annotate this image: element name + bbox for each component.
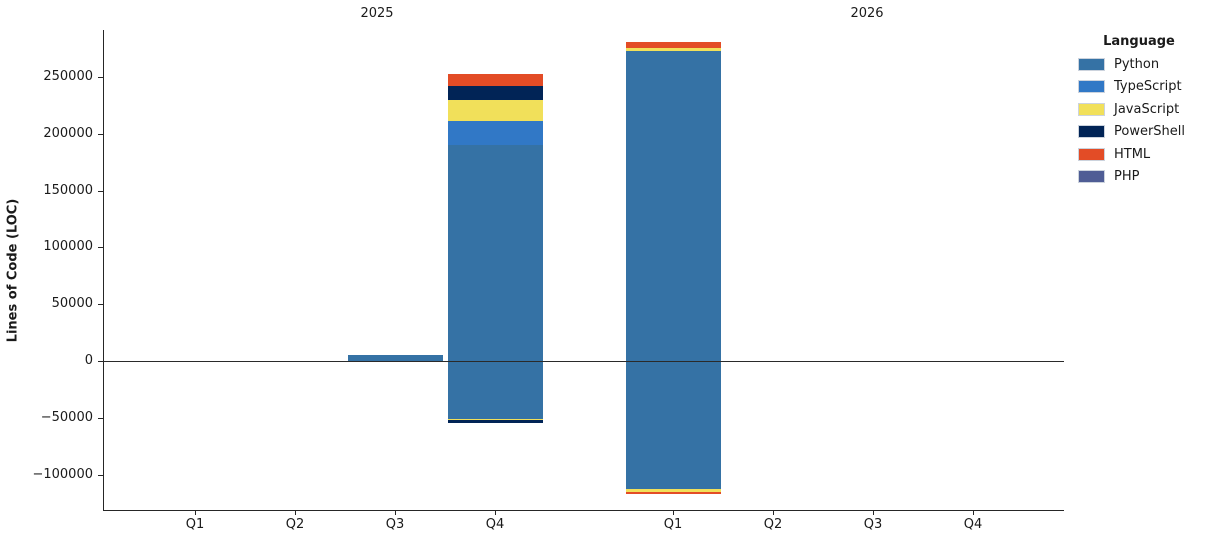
y-tick-mark bbox=[98, 190, 103, 192]
x-tick-label: Q4 bbox=[963, 517, 983, 532]
legend-label: HTML bbox=[1114, 146, 1151, 162]
y-tick-mark bbox=[98, 247, 103, 249]
x-tick-mark bbox=[873, 511, 874, 515]
y-tick-mark bbox=[98, 133, 103, 135]
legend-label: PowerShell bbox=[1114, 124, 1186, 139]
bar-segment-python bbox=[625, 50, 721, 361]
y-tick-mark bbox=[98, 361, 103, 362]
y-tick-mark bbox=[98, 474, 103, 476]
y-tick-label: 100000 bbox=[43, 239, 93, 255]
x-axis-spine bbox=[103, 510, 1064, 511]
bar-segment-html bbox=[447, 73, 543, 87]
legend-swatch-html bbox=[1078, 147, 1105, 161]
legend-entries: Python TypeScript JavaScript PowerShell HTML… bbox=[1074, 56, 1204, 185]
x-tick-label: Q2 bbox=[285, 517, 305, 532]
bar-segment-python bbox=[447, 361, 543, 419]
zero-line bbox=[103, 361, 1064, 362]
bar-segment-javascript bbox=[625, 48, 721, 51]
legend-entry-typescript: TypeScript bbox=[1074, 79, 1204, 95]
y-axis-label: Lines of Code (LOC) bbox=[5, 198, 21, 343]
bar-segment-python bbox=[447, 145, 543, 361]
y-tick-label: 200000 bbox=[43, 125, 93, 141]
bar-segment-javascript bbox=[447, 418, 543, 421]
legend-entry-php: PHP bbox=[1074, 169, 1204, 185]
x-tick-mark bbox=[773, 511, 774, 515]
legend-swatch-python bbox=[1078, 57, 1105, 71]
legend-swatch-javascript bbox=[1078, 102, 1105, 116]
bar-segment-typescript bbox=[447, 121, 543, 146]
x-tick-mark bbox=[973, 511, 974, 515]
legend: Language Python TypeScript JavaScript Power… bbox=[1074, 34, 1204, 191]
y-tick-label: −100000 bbox=[32, 466, 93, 482]
y-tick-label: 0 bbox=[84, 353, 93, 368]
y-axis-spine bbox=[103, 30, 104, 510]
x-tick-mark bbox=[495, 511, 496, 515]
bar-segment-powershell bbox=[447, 420, 543, 423]
legend-swatch-php bbox=[1078, 170, 1105, 183]
legend-label: JavaScript bbox=[1114, 101, 1180, 117]
facet-title-2026: 2026 bbox=[850, 6, 884, 21]
legend-label: Python bbox=[1114, 56, 1160, 72]
y-tick-label: 250000 bbox=[43, 69, 93, 84]
x-tick-mark bbox=[195, 511, 196, 515]
legend-swatch-typescript bbox=[1078, 80, 1105, 93]
y-tick-mark bbox=[98, 77, 103, 78]
y-tick-mark bbox=[98, 304, 103, 306]
y-tick-mark bbox=[98, 417, 103, 419]
bar-segment-html bbox=[625, 42, 721, 49]
bar-segment-powershell bbox=[447, 86, 543, 100]
legend-swatch-powershell bbox=[1078, 125, 1105, 138]
bar-segment-javascript bbox=[625, 489, 721, 492]
bar-segment-javascript bbox=[447, 99, 543, 122]
x-tick-label: Q3 bbox=[863, 517, 883, 532]
x-tick-label: Q1 bbox=[185, 517, 205, 532]
y-tick-label: 50000 bbox=[51, 296, 93, 312]
x-tick-mark bbox=[295, 511, 296, 515]
legend-entry-html: HTML bbox=[1074, 146, 1204, 162]
x-tick-label: Q3 bbox=[385, 517, 405, 532]
legend-entry-javascript: JavaScript bbox=[1074, 101, 1204, 117]
y-tick-label: −50000 bbox=[40, 409, 93, 425]
legend-title: Language bbox=[1103, 34, 1175, 49]
legend-label: PHP bbox=[1114, 169, 1140, 184]
bar-segment-python bbox=[625, 361, 721, 490]
y-tick-label: 150000 bbox=[43, 182, 93, 198]
legend-entry-powershell: PowerShell bbox=[1074, 124, 1204, 140]
x-tick-mark bbox=[673, 511, 674, 515]
legend-label: TypeScript bbox=[1114, 79, 1182, 94]
x-tick-mark bbox=[395, 511, 396, 515]
legend-entry-python: Python bbox=[1074, 56, 1204, 72]
bar-segment-html bbox=[625, 491, 721, 494]
x-tick-label: Q4 bbox=[485, 517, 505, 532]
bar-segment-python bbox=[347, 355, 443, 361]
x-tick-label: Q2 bbox=[763, 517, 783, 532]
x-tick-label: Q1 bbox=[663, 517, 683, 532]
facet-title-2025: 2025 bbox=[360, 6, 394, 21]
